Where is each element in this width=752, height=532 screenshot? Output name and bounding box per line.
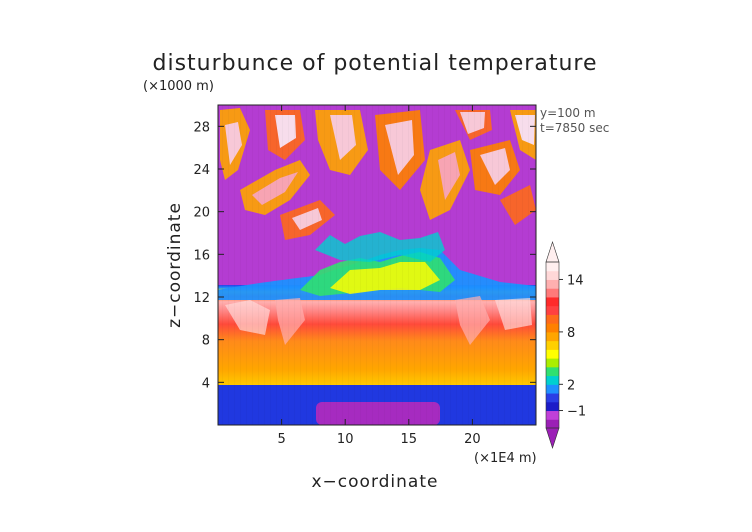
colorbar-swatch (546, 305, 559, 315)
colorbar-swatch (546, 296, 559, 307)
colorbar-swatch (546, 323, 559, 333)
colorbar-swatch (546, 331, 559, 342)
y-tick-label: 20 (193, 206, 210, 221)
colorbar-frame (545, 261, 560, 429)
y-tick-label: 8 (202, 334, 210, 349)
x-axis-label: x−coordinate (312, 472, 439, 492)
colorbar-swatch (546, 279, 559, 289)
y-tick-label: 12 (193, 291, 210, 306)
colorbar-tick-label: 8 (567, 326, 575, 341)
colorbar-tick-label: −1 (567, 405, 586, 420)
plot-frame (217, 104, 537, 426)
colorbar-swatch (546, 270, 559, 280)
colorbar-swatch (546, 358, 559, 368)
colorbar-tick-label: 2 (567, 378, 575, 393)
colorbar-swatch (546, 410, 559, 420)
y-unit-label: (×1000 m) (143, 79, 214, 94)
annotation-t: t=7850 sec (540, 121, 609, 135)
x-tick-label: 15 (401, 432, 418, 447)
colorbar-swatch (546, 288, 559, 298)
y-tick-label: 24 (193, 163, 210, 178)
annotation-y: y=100 m (540, 106, 596, 120)
colorbar-swatch (546, 349, 559, 359)
plot-area (218, 105, 536, 425)
x-tick-label: 10 (337, 432, 354, 447)
colorbar-swatch (546, 384, 559, 394)
colorbar-swatch (546, 393, 559, 403)
colorbar-min-triangle (545, 427, 560, 449)
x-tick-label: 20 (464, 432, 481, 447)
y-axis-label: z−coordinate (165, 202, 185, 328)
chart-title: disturbunce of potential temperature (153, 51, 598, 76)
y-tick-label: 4 (202, 376, 210, 391)
colorbar: 14 8 2 −1 (545, 241, 586, 449)
colorbar-tick-label: 14 (567, 273, 584, 288)
y-tick-label: 28 (193, 120, 210, 135)
y-axis: 4 8 12 16 20 24 28 (193, 120, 536, 391)
colorbar-swatch (546, 314, 559, 324)
colorbar-swatch (546, 366, 559, 377)
colorbar-swatch (546, 401, 559, 412)
colorbar-swatch (546, 340, 559, 350)
colorbar-swatch (546, 419, 559, 429)
x-axis: 5 10 15 20 (277, 105, 481, 447)
x-unit-label: (×1E4 m) (474, 451, 537, 466)
colorbar-swatch (546, 262, 559, 272)
x-tick-label: 5 (277, 432, 285, 447)
colorbar-max-triangle (545, 241, 560, 263)
colorbar-swatch (546, 375, 559, 385)
y-tick-label: 16 (193, 248, 210, 263)
